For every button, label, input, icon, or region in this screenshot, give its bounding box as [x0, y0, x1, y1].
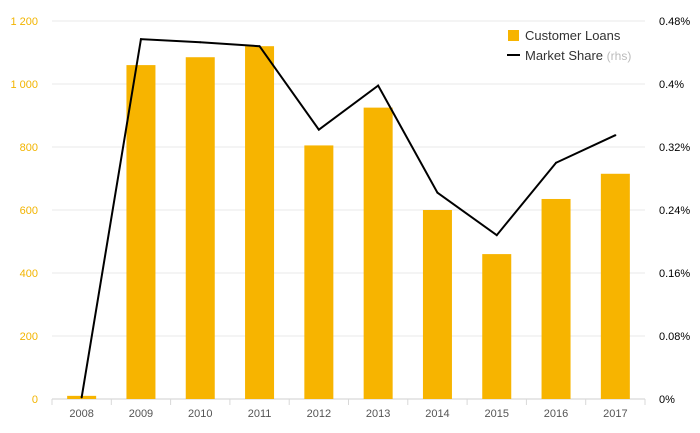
x-tick-label: 2008	[69, 408, 93, 420]
market-share-line	[80, 38, 616, 398]
market-share-point-2016	[555, 161, 558, 164]
y-right-tick-label: 0.48%	[659, 16, 690, 28]
x-tick-label: 2014	[425, 408, 449, 420]
x-tick-label: 2011	[248, 408, 272, 420]
bar-2014	[422, 210, 452, 399]
y-right-tick-label: 0%	[659, 394, 675, 406]
bar-2011	[245, 46, 275, 399]
bar-2016	[541, 198, 571, 399]
y-left-tick-label: 0	[32, 394, 38, 406]
bar-2009	[126, 65, 156, 399]
market-share-point-2014	[436, 191, 439, 194]
bar-2012	[304, 145, 334, 399]
legend-swatch-customer-loans[interactable]	[508, 30, 519, 41]
bar-2010	[185, 57, 215, 399]
y-right-tick-label: 0.24%	[659, 205, 690, 217]
market-share-point-2008	[80, 396, 83, 399]
x-tick-label: 2015	[485, 408, 509, 420]
y-right-tick-label: 0.16%	[659, 268, 690, 280]
y-left-tick-label: 800	[20, 142, 38, 154]
bar-2013	[363, 107, 393, 399]
market-share-point-2012	[317, 128, 320, 131]
y-left-tick-label: 1 000	[10, 79, 38, 91]
legend-label-market-share[interactable]: Market Share (rhs)	[525, 48, 631, 63]
x-tick-label: 2009	[129, 408, 153, 420]
x-tick-label: 2010	[188, 408, 212, 420]
y-left-tick-label: 1 200	[10, 16, 38, 28]
market-share-point-2017	[614, 134, 617, 137]
market-share-point-2015	[495, 234, 498, 237]
market-share-point-2009	[139, 38, 142, 41]
x-tick-label: 2016	[544, 408, 568, 420]
market-share-point-2013	[377, 84, 380, 87]
x-tick-label: 2012	[307, 408, 331, 420]
y-right-tick-label: 0.08%	[659, 331, 690, 343]
y-left-tick-label: 200	[20, 331, 38, 343]
x-tick-label: 2017	[603, 408, 627, 420]
y-left-tick-label: 600	[20, 205, 38, 217]
legend-rhs-note: (rhs)	[607, 49, 632, 63]
y-right-tick-label: 0.4%	[659, 79, 684, 91]
market-share-point-2010	[199, 41, 202, 44]
market-share-point-2011	[258, 45, 261, 48]
y-left-tick-label: 400	[20, 268, 38, 280]
bar-2015	[482, 254, 512, 399]
legend-label-customer-loans[interactable]: Customer Loans	[525, 28, 621, 43]
x-tick-label: 2013	[366, 408, 390, 420]
bar-2017	[600, 173, 630, 399]
y-right-tick-label: 0.32%	[659, 142, 690, 154]
